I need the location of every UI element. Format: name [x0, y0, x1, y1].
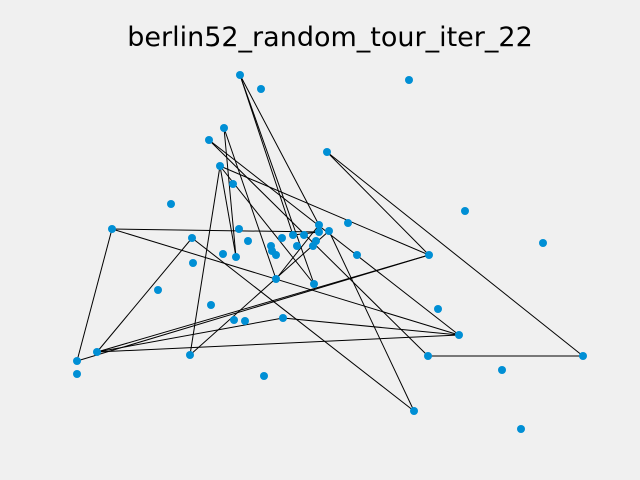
city-points: [73, 71, 587, 433]
city-point: [279, 314, 287, 322]
tour-edge: [276, 225, 319, 279]
city-point: [405, 76, 413, 84]
city-point: [230, 316, 238, 324]
city-point: [353, 251, 361, 259]
tour-edge: [190, 231, 329, 355]
city-point: [167, 200, 175, 208]
city-point: [315, 228, 323, 236]
city-point: [205, 136, 213, 144]
city-point: [257, 85, 265, 93]
city-point: [579, 352, 587, 360]
city-point: [220, 124, 228, 132]
city-point: [186, 351, 194, 359]
city-point: [300, 231, 308, 239]
city-point: [272, 275, 280, 283]
city-point: [189, 259, 197, 267]
city-point: [425, 251, 433, 259]
city-point: [498, 366, 506, 374]
city-point: [344, 219, 352, 227]
city-point: [154, 286, 162, 294]
city-point: [539, 239, 547, 247]
city-point: [244, 237, 252, 245]
city-point: [410, 407, 418, 415]
tour-edge: [97, 335, 459, 352]
city-point: [229, 180, 237, 188]
city-point: [289, 231, 297, 239]
city-point: [517, 425, 525, 433]
tour-edge: [327, 152, 429, 255]
city-point: [455, 331, 463, 339]
tour-edge: [97, 318, 283, 352]
city-point: [315, 221, 323, 229]
tour-edge: [327, 152, 583, 356]
city-point: [461, 207, 469, 215]
tour-edge: [240, 75, 293, 235]
tour-edge: [240, 75, 319, 225]
tour-edges: [77, 75, 583, 411]
city-point: [260, 372, 268, 380]
city-point: [188, 234, 196, 242]
city-point: [216, 162, 224, 170]
tour-edge: [220, 166, 236, 257]
city-point: [241, 317, 249, 325]
city-point: [93, 348, 101, 356]
city-point: [293, 242, 301, 250]
city-point: [278, 234, 286, 242]
city-point: [219, 250, 227, 258]
city-point: [424, 352, 432, 360]
tour-edge: [224, 128, 236, 257]
tour-edge: [329, 231, 414, 411]
city-point: [325, 227, 333, 235]
city-point: [309, 242, 317, 250]
tour-edge: [77, 229, 112, 361]
city-point: [272, 251, 280, 259]
tour-edge: [97, 238, 192, 352]
tour-edge: [112, 229, 319, 232]
city-point: [108, 225, 116, 233]
tour-edge: [224, 128, 276, 279]
tour-edge: [209, 140, 428, 356]
city-point: [232, 253, 240, 261]
city-point: [207, 301, 215, 309]
city-point: [310, 280, 318, 288]
city-point: [73, 370, 81, 378]
city-point: [236, 71, 244, 79]
city-point: [73, 357, 81, 365]
city-point: [323, 148, 331, 156]
city-point: [235, 225, 243, 233]
city-point: [434, 305, 442, 313]
